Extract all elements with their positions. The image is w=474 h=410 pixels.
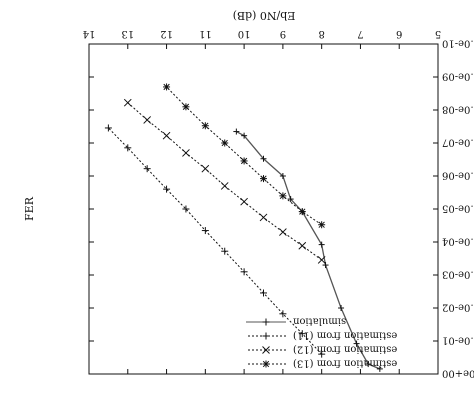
x-tick-label: 10 — [238, 28, 251, 39]
y-tick-label: 1.0e-05 — [442, 203, 474, 214]
data-point — [260, 289, 267, 297]
series-line — [127, 102, 322, 261]
data-point — [123, 98, 132, 107]
legend-marker — [262, 318, 270, 326]
legend-marker — [262, 346, 270, 354]
data-point — [240, 157, 248, 165]
data-point — [279, 310, 287, 318]
y-tick-label: 1.0e-01 — [442, 335, 474, 346]
data-point — [259, 213, 268, 222]
data-point — [182, 103, 190, 111]
y-tick-label: 1.0e-02 — [442, 302, 474, 313]
data-point — [376, 365, 383, 372]
data-point — [240, 268, 248, 276]
series-1 — [104, 124, 326, 358]
y-tick-label: 1.0e-08 — [442, 104, 474, 115]
x-tick-label: 11 — [199, 28, 212, 39]
x-tick-label: 12 — [160, 28, 173, 39]
data-point — [201, 227, 209, 235]
data-point — [221, 247, 229, 255]
x-tick-label: 5 — [435, 28, 441, 39]
data-point — [260, 155, 267, 162]
y-tick-label: 1.0e+00 — [442, 368, 474, 379]
legend-label: estimation from (11) — [293, 330, 397, 341]
y-tick-label: 1.0e-03 — [442, 269, 474, 280]
data-point — [201, 164, 210, 173]
x-tick-label: 14 — [83, 28, 96, 39]
x-tick-label: 8 — [318, 28, 324, 39]
data-point — [318, 221, 326, 229]
series-3 — [163, 83, 326, 229]
data-point — [182, 205, 190, 213]
data-point — [241, 132, 248, 139]
legend: estimation from (13) estimation from (12)… — [246, 316, 397, 369]
rotated-figure: 5 6 7 8 9 10 11 12 13 14 1.0e+00 1.0e-01 1.0e-02 1.0e… — [23, 9, 474, 379]
data-point — [287, 196, 294, 203]
data-point — [143, 165, 151, 173]
x-tick-label: 9 — [280, 28, 286, 39]
x-tick-label: 6 — [396, 28, 402, 39]
y-tick-label: 1.0e-09 — [442, 71, 474, 82]
y-tick-label: 1.0e-04 — [442, 236, 474, 247]
data-point — [298, 208, 306, 216]
series-line — [236, 130, 381, 370]
series-line — [108, 127, 323, 355]
axis-ticks: 5 6 7 8 9 10 11 12 13 14 1.0e+00 1.0e-01 1.0e-02 1.0e… — [83, 28, 474, 379]
data-point — [260, 175, 267, 183]
data-point — [221, 139, 229, 147]
series-layer — [104, 83, 383, 372]
legend-label: estimation from (12) — [293, 344, 397, 355]
data-point — [318, 241, 325, 248]
y-tick-label: 1.0e-10 — [442, 38, 474, 49]
data-point — [233, 128, 240, 135]
data-point — [104, 124, 112, 132]
data-point — [279, 228, 287, 236]
legend-marker — [262, 360, 270, 368]
data-point — [279, 192, 287, 200]
legend-label: estimation from (13) — [293, 358, 397, 369]
series-2 — [123, 98, 326, 264]
data-point — [318, 350, 326, 358]
data-point — [240, 197, 248, 206]
data-point — [143, 116, 152, 124]
x-tick-label: 7 — [357, 28, 363, 39]
legend-label: simulation — [292, 316, 346, 327]
data-point — [317, 256, 326, 264]
data-point — [124, 144, 132, 152]
x-tick-label: 13 — [121, 28, 134, 39]
data-point — [201, 122, 209, 130]
x-axis-title: Eb/N0 (dB) — [233, 9, 296, 22]
data-point — [182, 149, 190, 157]
legend-marker — [262, 332, 270, 340]
y-tick-label: 1.0e-07 — [442, 137, 474, 148]
data-point — [163, 83, 171, 91]
data-point — [163, 185, 171, 193]
data-point — [298, 330, 306, 338]
y-axis-title: FER — [23, 196, 36, 221]
data-point — [353, 340, 360, 347]
data-point — [298, 241, 307, 250]
data-point — [322, 262, 329, 269]
data-point — [365, 361, 372, 368]
data-point — [279, 173, 286, 179]
y-tick-label: 1.0e-06 — [442, 170, 474, 181]
plot-frame — [88, 43, 439, 375]
data-point — [162, 131, 171, 140]
data-point — [338, 305, 345, 311]
data-point — [220, 182, 229, 190]
